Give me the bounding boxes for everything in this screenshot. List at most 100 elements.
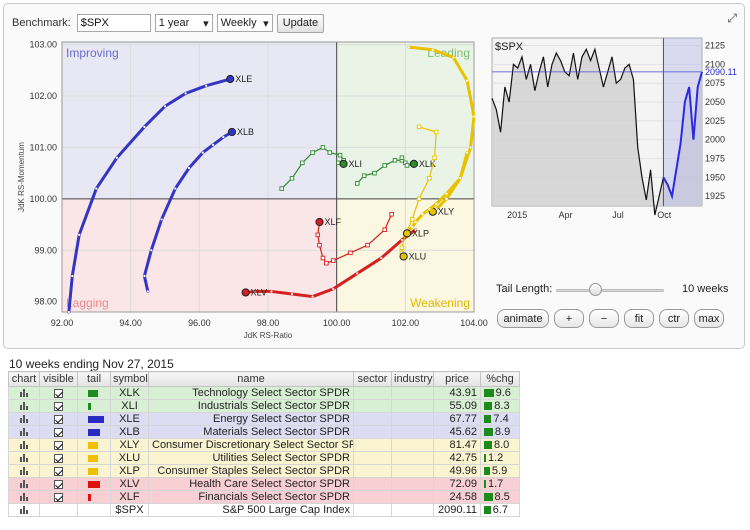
table-row[interactable]: XLV Health Care Select Sector SPDR 72.09 1.… bbox=[8, 477, 520, 491]
visible-checkbox[interactable] bbox=[54, 479, 63, 489]
chart-icon[interactable] bbox=[19, 427, 29, 437]
visible-cell[interactable] bbox=[39, 503, 78, 517]
column-header-chart[interactable]: chart bbox=[8, 371, 40, 387]
chart-cell[interactable] bbox=[8, 490, 40, 504]
tail-cell[interactable] bbox=[77, 464, 111, 478]
column-header-industry[interactable]: industry bbox=[391, 371, 434, 387]
chart-icon[interactable] bbox=[19, 492, 29, 502]
chart-cell[interactable] bbox=[8, 386, 40, 400]
chart-icon[interactable] bbox=[19, 479, 29, 489]
chart-cell[interactable] bbox=[8, 425, 40, 439]
visible-cell[interactable] bbox=[39, 464, 78, 478]
fit-button[interactable]: fit bbox=[624, 309, 654, 328]
visible-cell[interactable] bbox=[39, 399, 78, 413]
chart-cell[interactable] bbox=[8, 451, 40, 465]
pct-change-value: 8.3 bbox=[494, 400, 510, 412]
tail-cell[interactable] bbox=[77, 386, 111, 400]
chart-icon[interactable] bbox=[19, 414, 29, 424]
table-row[interactable]: XLU Utilities Select Sector SPDR 42.75 1.2 bbox=[8, 451, 520, 465]
tail-cell[interactable] bbox=[77, 399, 111, 413]
zoom-in-button[interactable]: + bbox=[554, 309, 584, 328]
table-row[interactable]: XLK Technology Select Sector SPDR 43.91 9.6 bbox=[8, 386, 520, 400]
y-tick-label: 100.00 bbox=[29, 194, 57, 204]
tail-bar[interactable] bbox=[88, 467, 98, 475]
table-row[interactable]: XLP Consumer Staples Select Sector SPDR 49… bbox=[8, 464, 520, 478]
tail-cell[interactable] bbox=[77, 490, 111, 504]
table-row[interactable]: $SPX S&P 500 Large Cap Index 2090.11 6.7 bbox=[8, 503, 520, 517]
chart-icon[interactable] bbox=[19, 466, 29, 476]
tail-bar[interactable] bbox=[88, 441, 98, 449]
column-header-sector[interactable]: sector bbox=[353, 371, 392, 387]
chart-cell[interactable] bbox=[8, 477, 40, 491]
tail-bar[interactable] bbox=[88, 480, 100, 488]
visible-checkbox[interactable] bbox=[54, 414, 63, 424]
visible-checkbox[interactable] bbox=[54, 492, 63, 502]
tail-cell[interactable] bbox=[77, 425, 111, 439]
tail-bar[interactable] bbox=[88, 402, 91, 410]
visible-cell[interactable] bbox=[39, 438, 78, 452]
visible-checkbox[interactable] bbox=[54, 401, 63, 411]
chart-icon[interactable] bbox=[19, 388, 29, 398]
tail-bar[interactable] bbox=[88, 389, 98, 397]
tail-point bbox=[222, 136, 225, 139]
tail-cell[interactable] bbox=[77, 477, 111, 491]
table-row[interactable]: XLF Financials Select Sector SPDR 24.58 8.5 bbox=[8, 490, 520, 504]
tail-bar[interactable] bbox=[88, 415, 104, 423]
visible-cell[interactable] bbox=[39, 477, 78, 491]
column-header-name[interactable]: name bbox=[148, 371, 354, 387]
visible-checkbox[interactable] bbox=[54, 388, 63, 398]
column-header-pctchg[interactable]: %chg bbox=[480, 371, 520, 387]
benchmark-input[interactable] bbox=[76, 14, 151, 32]
tail-bar[interactable] bbox=[88, 493, 91, 501]
chart-cell[interactable] bbox=[8, 503, 40, 517]
center-button[interactable]: ctr bbox=[659, 309, 689, 328]
tail-cell[interactable] bbox=[77, 412, 111, 426]
tail-cell[interactable] bbox=[77, 451, 111, 465]
column-header-tail[interactable]: tail bbox=[77, 371, 111, 387]
tail-cell[interactable] bbox=[77, 438, 111, 452]
visible-checkbox[interactable] bbox=[54, 440, 63, 450]
tail-bar[interactable] bbox=[88, 428, 100, 436]
table-row[interactable]: XLB Materials Select Sector SPDR 45.62 8.9 bbox=[8, 425, 520, 439]
column-header-symbol[interactable]: symbol bbox=[110, 371, 149, 387]
table-row[interactable]: XLY Consumer Discretionary Select Sector … bbox=[8, 438, 520, 452]
visible-cell[interactable] bbox=[39, 490, 78, 504]
tail-bar[interactable] bbox=[88, 454, 98, 462]
visible-cell[interactable] bbox=[39, 451, 78, 465]
pct-change-cell: 8.0 bbox=[480, 438, 520, 452]
quadrant-label-leading: Leading bbox=[427, 46, 470, 60]
visible-cell[interactable] bbox=[39, 425, 78, 439]
rrg-chart: Improving Leading Weakening Lagging 92.00 94.… bbox=[17, 40, 488, 340]
update-button[interactable]: Update bbox=[276, 13, 325, 33]
price-cell: 42.75 bbox=[433, 451, 481, 465]
chart-icon[interactable] bbox=[19, 440, 29, 450]
x-tick-label: 104.00 bbox=[460, 318, 488, 328]
visible-cell[interactable] bbox=[39, 412, 78, 426]
chart-cell[interactable] bbox=[8, 412, 40, 426]
chart-cell[interactable] bbox=[8, 399, 40, 413]
table-row[interactable]: XLI Industrials Select Sector SPDR 55.09 8.… bbox=[8, 399, 520, 413]
expand-icon[interactable]: ⤢ bbox=[727, 11, 737, 25]
chart-cell[interactable] bbox=[8, 464, 40, 478]
symbol-cell: $SPX bbox=[110, 503, 149, 517]
visible-cell[interactable] bbox=[39, 386, 78, 400]
tail-cell[interactable] bbox=[77, 503, 111, 517]
visible-checkbox[interactable] bbox=[54, 427, 63, 437]
visible-checkbox[interactable] bbox=[54, 453, 63, 463]
visible-checkbox[interactable] bbox=[54, 466, 63, 476]
tail-length-slider-handle[interactable] bbox=[589, 283, 602, 296]
name-cell: Health Care Select Sector SPDR bbox=[148, 477, 354, 491]
table-row[interactable]: XLE Energy Select Sector SPDR 67.77 7.4 bbox=[8, 412, 520, 426]
animate-button[interactable]: animate bbox=[497, 309, 549, 328]
column-header-visible[interactable]: visible bbox=[39, 371, 78, 387]
chart-icon[interactable] bbox=[19, 401, 29, 411]
chart-icon[interactable] bbox=[19, 505, 29, 515]
tail-length-track[interactable] bbox=[556, 289, 664, 292]
interval-select[interactable]: Weekly ▾ bbox=[216, 14, 273, 32]
column-header-price[interactable]: price bbox=[433, 371, 481, 387]
zoom-out-button[interactable]: − bbox=[589, 309, 619, 328]
period-select[interactable]: 1 year ▾ bbox=[154, 14, 213, 32]
chart-cell[interactable] bbox=[8, 438, 40, 452]
chart-icon[interactable] bbox=[19, 453, 29, 463]
max-button[interactable]: max bbox=[694, 309, 724, 328]
